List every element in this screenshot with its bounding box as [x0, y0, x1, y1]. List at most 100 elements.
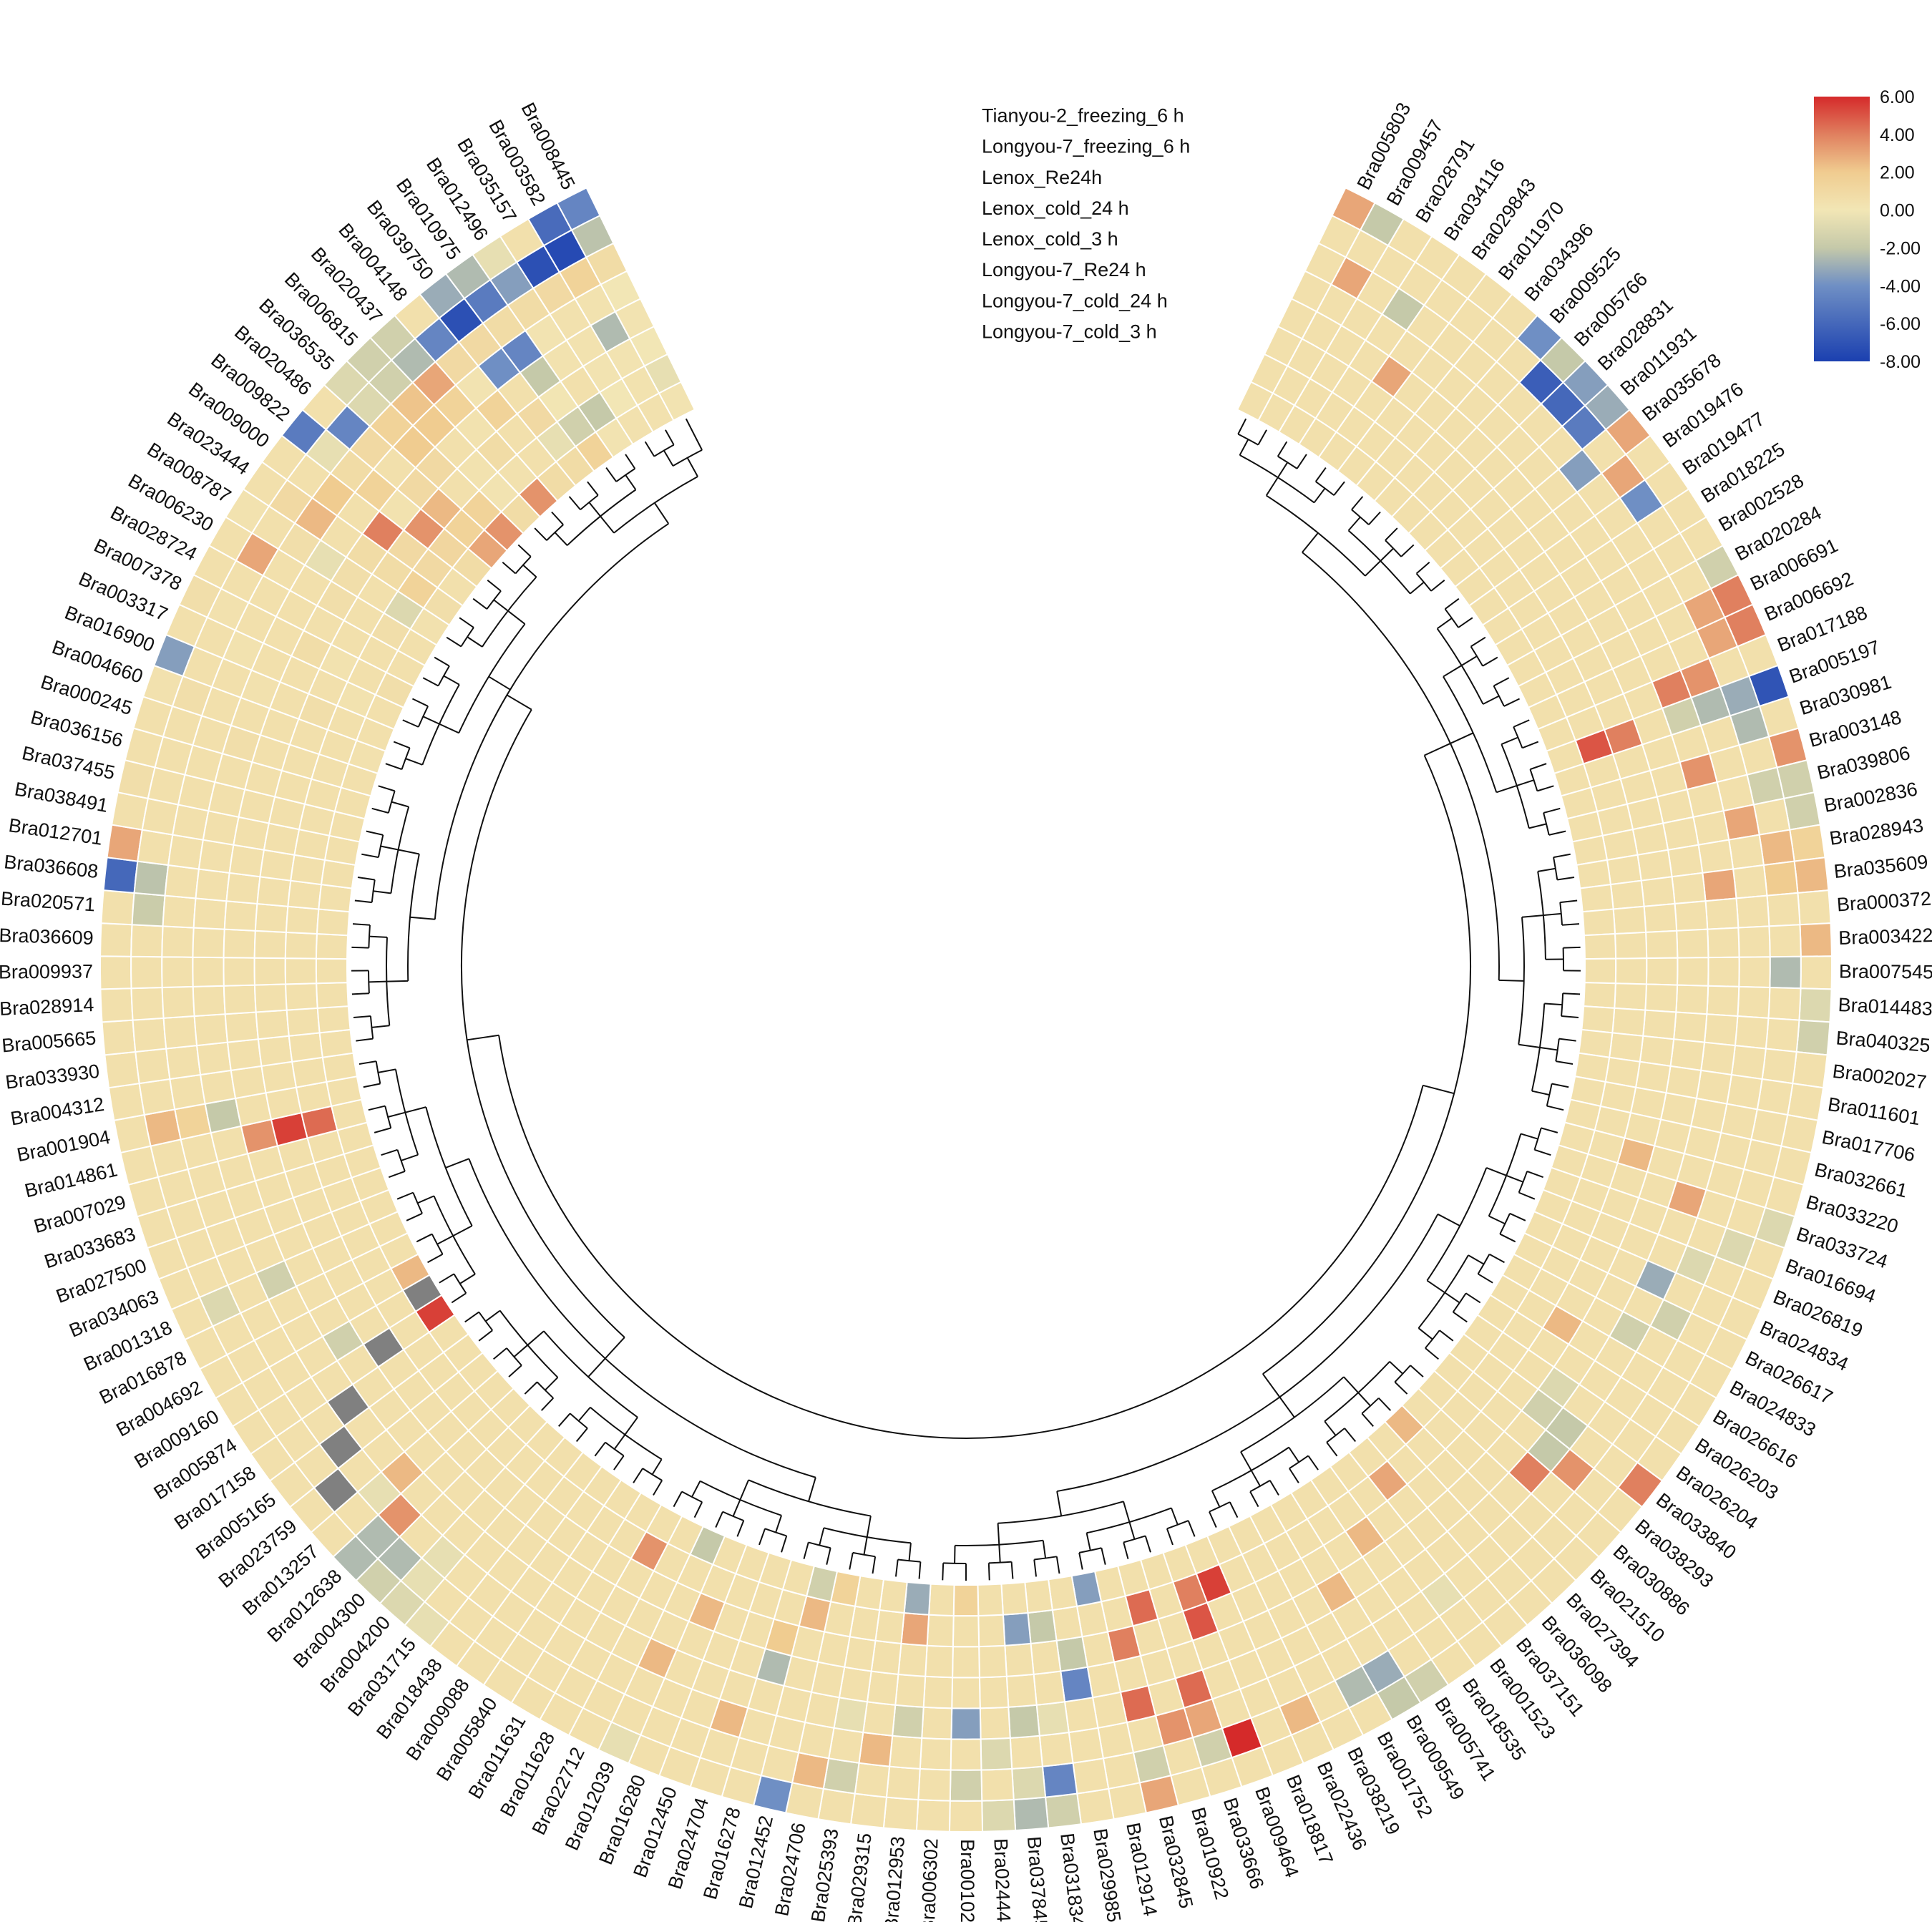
color-scale-tick-label: -8.00: [1880, 352, 1921, 372]
dendrogram-branch: [1537, 871, 1546, 960]
dendrogram-branch: [377, 834, 384, 858]
dendrogram-branch: [354, 899, 372, 904]
dendrogram-branch: [534, 527, 547, 541]
dendrogram-branch: [1368, 511, 1381, 525]
heatmap-cell-Bra001026-7: [952, 1584, 980, 1617]
dendrogram-branch: [1123, 1501, 1131, 1523]
dendrogram-branch: [1556, 1060, 1574, 1065]
dendrogram-branch: [1513, 719, 1530, 728]
dendrogram-branch: [405, 758, 423, 766]
heatmap-cell-Bra028914-2: [161, 985, 195, 1019]
dendrogram-branch: [1378, 1397, 1392, 1411]
dendrogram-branch: [416, 1233, 433, 1243]
dendrogram-branch: [390, 806, 410, 894]
heatmap-cell-Bra024448-2: [980, 1737, 1013, 1771]
dendrogram-branch: [1262, 1373, 1281, 1397]
dendrogram-branch: [681, 1491, 703, 1503]
heatmap-cell-Bra024448-0: [981, 1798, 1017, 1833]
heatmap-cell-Bra024448-6: [977, 1614, 1006, 1648]
heatmap-cell-Bra025393-1: [822, 1757, 860, 1795]
heatmap-cell-Bra007545-3: [1707, 956, 1740, 987]
heatmap-cell-Bra036608-5: [256, 876, 292, 907]
dendrogram-branch: [803, 1542, 809, 1559]
dendrogram-branch: [1347, 516, 1361, 532]
heatmap-cell-Bra005665-7: [316, 1005, 351, 1034]
dendrogram-branch: [396, 1149, 406, 1172]
gene-label: Bra032845: [1155, 1813, 1197, 1910]
dendrogram-branch: [1496, 785, 1518, 794]
dendrogram-branch: [672, 449, 703, 467]
heatmap-cell-Bra028914-5: [253, 983, 288, 1013]
dendrogram-branch: [1482, 656, 1498, 667]
dendrogram-branch: [412, 1192, 423, 1214]
heatmap-cell-Bra000372-0: [1797, 889, 1832, 926]
dendrogram-branch: [385, 763, 402, 771]
dendrogram-branch: [551, 511, 564, 525]
dendrogram-branch: [1166, 1528, 1174, 1546]
dendrogram-branch: [1351, 496, 1364, 510]
dendrogram-branch: [460, 627, 474, 648]
dendrogram-branch: [1288, 1447, 1300, 1463]
dendrogram-branch: [1444, 1292, 1460, 1304]
dendrogram-branch: [1458, 617, 1473, 628]
gene-label: Bra031834: [1056, 1832, 1088, 1922]
dendrogram-branch: [540, 1397, 554, 1411]
heatmap-cell-Bra008445-7: [658, 381, 696, 421]
dendrogram-branch: [406, 1212, 423, 1221]
heatmap-cell-Bra036609-6: [284, 931, 318, 960]
heatmap-cell-Bra005665-5: [255, 1009, 290, 1040]
heatmap-cell-Bra012701-3: [197, 839, 235, 874]
heatmap-cell-Bra005665-1: [132, 1017, 167, 1053]
color-scale-tick-label: 6.00: [1880, 87, 1915, 107]
dendrogram-branch: [434, 656, 450, 667]
dendrogram-branch: [587, 481, 599, 496]
heatmap-cell-Bra006302-3: [921, 1706, 953, 1740]
heatmap-cell-Bra035609-3: [1702, 868, 1737, 902]
gene-label: Bra033930: [4, 1060, 101, 1093]
heatmap-cell-Bra037845-0: [1013, 1796, 1050, 1832]
heatmap-cell-Bra024448-4: [978, 1675, 1010, 1709]
dendrogram-branch: [1415, 561, 1430, 575]
dendrogram-branch: [508, 1365, 522, 1377]
heatmap-cell-Bra028943-4: [1667, 844, 1704, 878]
dendrogram-branch: [1326, 1442, 1338, 1457]
dendrogram-branch: [1516, 779, 1534, 786]
dendrogram-branch: [1526, 1171, 1544, 1179]
heatmap-cell-Bra012914-3: [1091, 1691, 1128, 1729]
dendrogram-branch: [1499, 1213, 1511, 1235]
heatmap-cell-Bra033930-0: [104, 1050, 140, 1089]
heatmap-cell-Bra007545-2: [1738, 956, 1771, 989]
dendrogram-branch: [575, 1428, 588, 1443]
heatmap-cell-Bra000372-4: [1674, 900, 1709, 932]
dendrogram-branch: [625, 474, 637, 490]
heatmap-cell-Bra040325-7: [1581, 1005, 1616, 1034]
heatmap-cell-Bra014483-4: [1675, 984, 1709, 1015]
dendrogram-branch: [566, 489, 637, 546]
dendrogram-branch: [1443, 665, 1463, 678]
heatmap-cell-Bra002027-3: [1700, 1041, 1736, 1076]
heatmap-cell-Bra031834-4: [1033, 1670, 1066, 1706]
dendrogram-branch: [653, 444, 675, 457]
dendrogram-branch: [398, 849, 420, 855]
heatmap-cell-Bra033930-2: [165, 1044, 202, 1080]
dendrogram-branch: [600, 515, 615, 534]
heatmap-cell-Bra036609-0: [99, 922, 133, 957]
heatmap-cell-Bra035609-1: [1762, 860, 1799, 897]
dendrogram-branch: [396, 1191, 414, 1200]
heatmap-cell-Bra036608-6: [287, 879, 323, 910]
heatmap-cell-Bra000372-7: [1581, 908, 1616, 937]
dendrogram-branch: [866, 1516, 872, 1538]
gene-label: Bra038491: [13, 778, 109, 816]
dendrogram-branch: [1389, 1361, 1404, 1375]
dendrogram-branch: [1365, 560, 1382, 577]
dendrogram-branch: [1468, 1254, 1485, 1265]
heatmap-cell-Bra029315-4: [866, 1670, 899, 1706]
dendrogram-branch: [1033, 1559, 1038, 1577]
heatmap-cell-Bra002027-1: [1761, 1048, 1797, 1085]
heatmap-cell-Bra006302-1: [917, 1767, 952, 1802]
dendrogram-branch: [1501, 743, 1530, 829]
heatmap-cell-Bra006302-7: [928, 1583, 955, 1616]
heatmap-cell-Bra029315-5: [870, 1639, 902, 1675]
dendrogram-branch: [1313, 487, 1326, 504]
